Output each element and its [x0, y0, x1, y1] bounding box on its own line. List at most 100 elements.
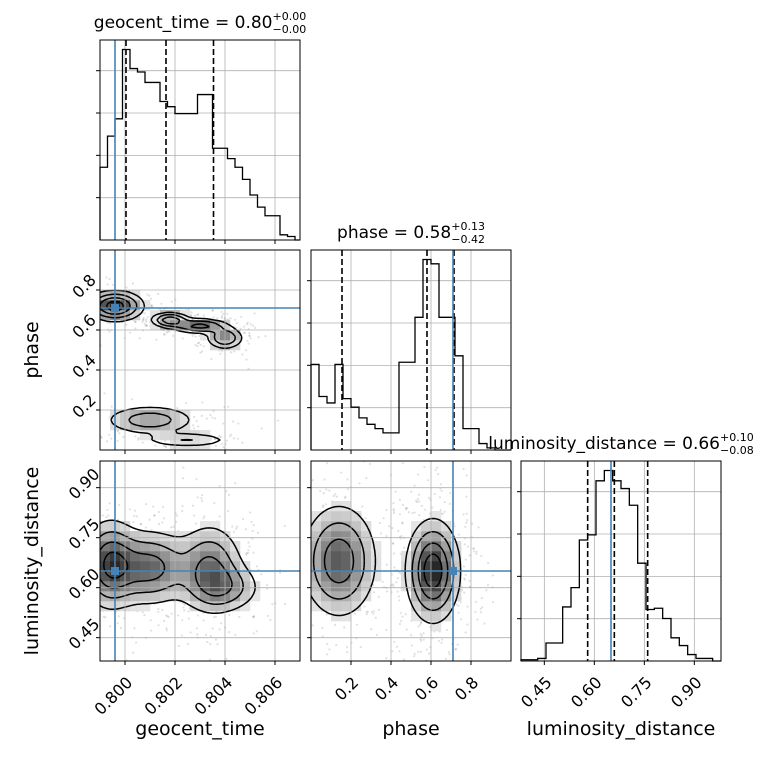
sample-point [351, 455, 353, 457]
sample-point [311, 479, 314, 482]
marginal-panel-phase: phase = 0.58+0.13−0.42 [307, 220, 512, 454]
sample-point [187, 610, 190, 613]
density-cell [431, 541, 442, 552]
sample-point [97, 319, 99, 321]
sample-point [218, 515, 221, 518]
sample-point [248, 511, 252, 514]
sample-point [302, 561, 304, 563]
density-cell [351, 601, 362, 612]
sample-point [455, 603, 458, 606]
sample-point [190, 315, 193, 318]
sample-point [75, 311, 77, 313]
density-panel-geocent_time-phase: 0.2 0.4 0.6 0.8 [50, 249, 301, 454]
sample-point [69, 557, 71, 559]
sample-point [252, 616, 255, 619]
density-cell [100, 561, 111, 572]
density-cell [180, 551, 191, 562]
sample-point [424, 508, 427, 511]
sample-point [398, 513, 401, 516]
sample-point [463, 543, 466, 546]
sample-point [196, 313, 199, 317]
density-cell [431, 601, 442, 612]
sample-point [108, 330, 111, 333]
sample-point [266, 614, 270, 617]
density-cell [411, 591, 422, 602]
density-cell [441, 521, 452, 532]
sample-point [283, 524, 286, 528]
sample-point [335, 644, 338, 647]
sample-point [79, 306, 81, 308]
density-cell [230, 330, 241, 341]
sample-point [419, 633, 422, 636]
density-cell [180, 430, 191, 441]
sample-point [89, 506, 91, 508]
contour-line [100, 519, 256, 614]
sample-point [462, 467, 465, 471]
density-cell [130, 300, 141, 311]
sample-point [206, 640, 209, 644]
sample-point [138, 337, 141, 340]
sample-point [200, 414, 203, 417]
sample-point [80, 609, 82, 611]
sample-point [191, 334, 194, 337]
density-cell [311, 511, 322, 522]
density-cell [200, 521, 211, 532]
sample-point [391, 527, 394, 530]
sample-point [475, 550, 478, 553]
density-cell [140, 551, 151, 562]
sample-point [55, 575, 57, 577]
sample-point [50, 317, 52, 319]
density-cell [230, 551, 241, 562]
x-tick-label: 0.8 [451, 673, 482, 704]
sample-point [392, 667, 394, 669]
density-panel-phase-luminosity_distance: 0.2 0.4 0.6 0.8 [302, 455, 512, 704]
sample-point [252, 551, 255, 554]
sample-point [62, 288, 64, 290]
sample-point [212, 616, 216, 619]
sample-point [464, 558, 467, 561]
sample-point [216, 317, 219, 320]
sample-point [377, 595, 380, 598]
sample-point [162, 444, 166, 447]
sample-point [219, 352, 222, 356]
truth-marker [449, 567, 457, 575]
sample-point [139, 522, 143, 526]
sample-point [236, 525, 239, 528]
histogram-phase [310, 258, 511, 451]
sample-point [445, 628, 448, 632]
sample-point [385, 657, 388, 660]
sample-point [101, 514, 104, 517]
sample-point [202, 345, 205, 348]
sample-point [392, 542, 395, 545]
sample-point [431, 506, 434, 509]
sample-point [464, 578, 467, 581]
sample-point [305, 609, 307, 611]
sample-point [196, 496, 199, 499]
sample-point [245, 553, 248, 556]
sample-point [344, 495, 347, 498]
sample-point [69, 295, 71, 297]
sample-point [396, 590, 399, 593]
sample-point [370, 628, 373, 631]
sample-point [395, 645, 399, 648]
sample-point [231, 675, 233, 677]
sample-point [88, 597, 90, 599]
title-lower-error: −0.00 [273, 23, 307, 36]
sample-point [485, 589, 488, 592]
sample-point [48, 493, 50, 495]
density-cell [341, 541, 352, 552]
sample-point [143, 312, 146, 315]
sample-point [481, 606, 484, 609]
density-cell [321, 561, 332, 572]
sample-point [170, 612, 173, 615]
sample-point [196, 341, 200, 345]
density-cell [411, 521, 422, 532]
sample-point [141, 441, 144, 444]
sample-point [465, 474, 468, 477]
sample-point [307, 544, 309, 546]
sample-point [465, 521, 468, 524]
density-cell [311, 601, 322, 612]
density-cell [351, 551, 362, 562]
sample-point [472, 550, 476, 553]
sample-point [399, 620, 403, 623]
